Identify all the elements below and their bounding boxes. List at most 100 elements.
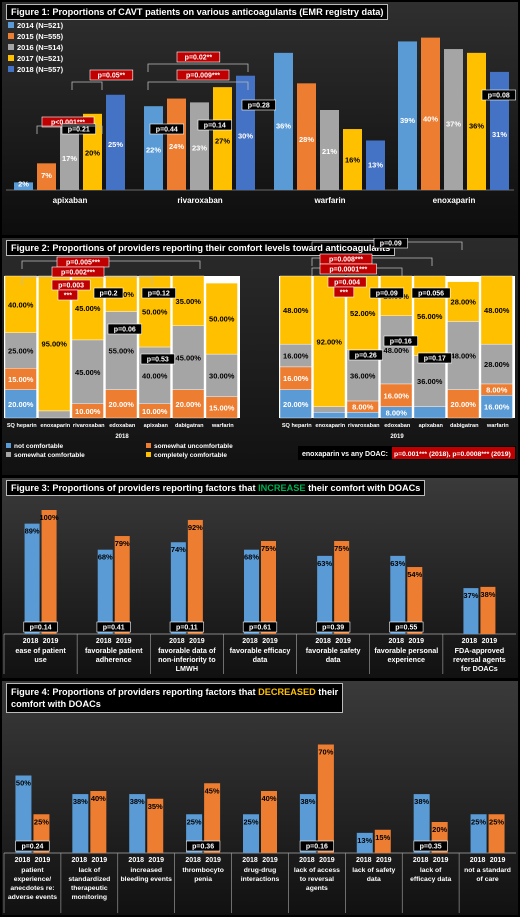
figure3-title-part3: their comfort with DOACs [305,483,421,493]
figure4-title-part4: comfort with DOACs [11,699,101,709]
fig4-category-label: data [367,876,381,883]
fig3-value-label: 100% [39,513,59,522]
fig4-value-label: 25% [489,817,504,826]
fig2-year-label: 2019 [390,434,404,440]
fig2-pvalue: p=0.06 [114,327,136,334]
fig4-category-label: patient [21,867,44,874]
fig4-bar [243,814,259,853]
fig2-segment [480,343,513,385]
fig2-segment [413,406,446,419]
fig1-bar [366,140,385,190]
fig2-pvalue: p=0.0001*** [329,267,367,274]
fig2-segment [346,412,379,419]
fig4-pvalue-box [15,840,50,852]
fig1-bracket [36,125,103,134]
fig1-legend-label: 2016 (N=514) [17,43,64,52]
fig4-year-label: 2019 [262,857,278,864]
fig2-pvalue: p=0.008*** [329,257,363,264]
fig4-pvalue: p=0.24 [21,844,43,851]
fig2-pvalue-box [383,335,418,347]
fig2-pvalue-box [411,287,451,299]
fig3-pvalue-box [23,621,58,633]
fig2-value-label: 16.00% [384,391,410,400]
fig2-value-label: 16.00% [484,403,510,412]
fig3-value-label: 75% [334,544,349,553]
fig3-value-label: 92% [188,523,203,532]
figure4-title: Figure 4: Proportions of providers repor… [6,683,344,713]
fig1-legend-label: 2015 (N=555) [17,32,64,41]
fig2-value-label: 45.00% [75,368,101,377]
fig1-legend-swatch [8,33,14,39]
fig4-value-label: 13% [357,836,372,845]
fig3-category-label: experience [388,655,426,664]
fig1-bar [213,87,232,190]
fig4-value-label: 25% [34,817,49,826]
fig1-value-label: 24% [169,142,184,151]
fig3-value-label: 37% [463,591,478,600]
fig3-value-label: 68% [244,553,259,562]
fig1-value-label: 2% [18,180,29,189]
fig2-pvalue-box [333,286,355,298]
fig2-category-label: dabigatran [450,423,479,429]
fig4-year-label: 2019 [490,857,506,864]
fig3-category-label: adherence [96,655,132,664]
fig4-bar [147,798,164,853]
fig2-value-label: 48.00% [283,306,309,315]
fig3-bar [97,549,113,634]
fig4-category-label: bleeding events [121,876,173,883]
fig2-category-label: apixaban [419,423,444,429]
fig4-year-label: 2018 [15,857,31,864]
fig1-bar [421,37,440,190]
fig4-year-label: 2019 [376,857,392,864]
fig2-segment [413,355,446,407]
fig1-value-label: 21% [322,147,337,156]
fig1-value-label: 13% [368,161,383,170]
fig4-category-label: therapeutic [71,885,108,892]
fig4-value-label: 25% [187,817,202,826]
fig3-year-label: 2018 [23,638,39,645]
fig3-bar [261,541,276,634]
fig2-value-label: 20.00% [176,400,202,409]
fig1-value-label: 23% [192,144,207,153]
fig3-category-label: favorable personal [374,646,438,655]
fig1-pvalue: p=0.14 [204,123,226,130]
fig2-value-label: 52.00% [350,309,376,318]
fig2-value-label: 10.00% [75,407,101,416]
fig3-pvalue: p=0.14 [30,625,52,632]
fig3-bar [317,555,333,634]
fig3-value-label: 75% [261,544,276,553]
fig3-category-label: data [253,655,269,664]
fig4-year-label: 2018 [356,857,372,864]
fig3-value-label: 63% [390,559,405,568]
fig2-legend-swatch [146,443,151,448]
fig2-value-label: 36.00% [350,371,376,380]
fig2-segment [447,321,480,390]
fig3-value-label: 38% [480,590,495,599]
fig1-pvalue: p=0.28 [248,103,270,110]
fig4-value-label: 50% [16,779,31,788]
fig2-pvalue-box [57,289,79,301]
fig2-value-label: 15.00% [8,375,34,384]
fig2-legend-label: somewhat uncomfortable [154,443,233,450]
fig4-category-label: of care [476,876,499,883]
fig2-value-label: 20.00% [8,400,34,409]
fig4-bar [470,814,487,853]
fig4-category-label: thrombocyto [182,867,224,874]
fig2-pvalue: *** [340,290,348,297]
fig1-pvalue: p=0.21 [68,127,90,134]
figure1-panel: Figure 1: Proportions of CAVT patients o… [2,2,518,235]
fig2-segment [480,275,513,345]
fig2-segment [447,389,480,419]
fig1-pvalue-box [241,99,276,111]
figure4-title-part3: their [315,687,339,697]
fig1-bar [60,125,79,190]
fig2-pvalue: p=0.056 [418,291,444,298]
fig3-value-label: 79% [115,539,130,548]
fig2-value-label: 40.00% [142,371,168,380]
fig4-pvalue-box [413,840,448,852]
fig4-year-label: 2019 [205,857,221,864]
fig4-year-label: 2018 [413,857,429,864]
fig4-value-label: 40% [91,794,106,803]
fig4-category-label: standardized [68,876,110,883]
fig2-value-label: 55.00% [109,347,135,356]
